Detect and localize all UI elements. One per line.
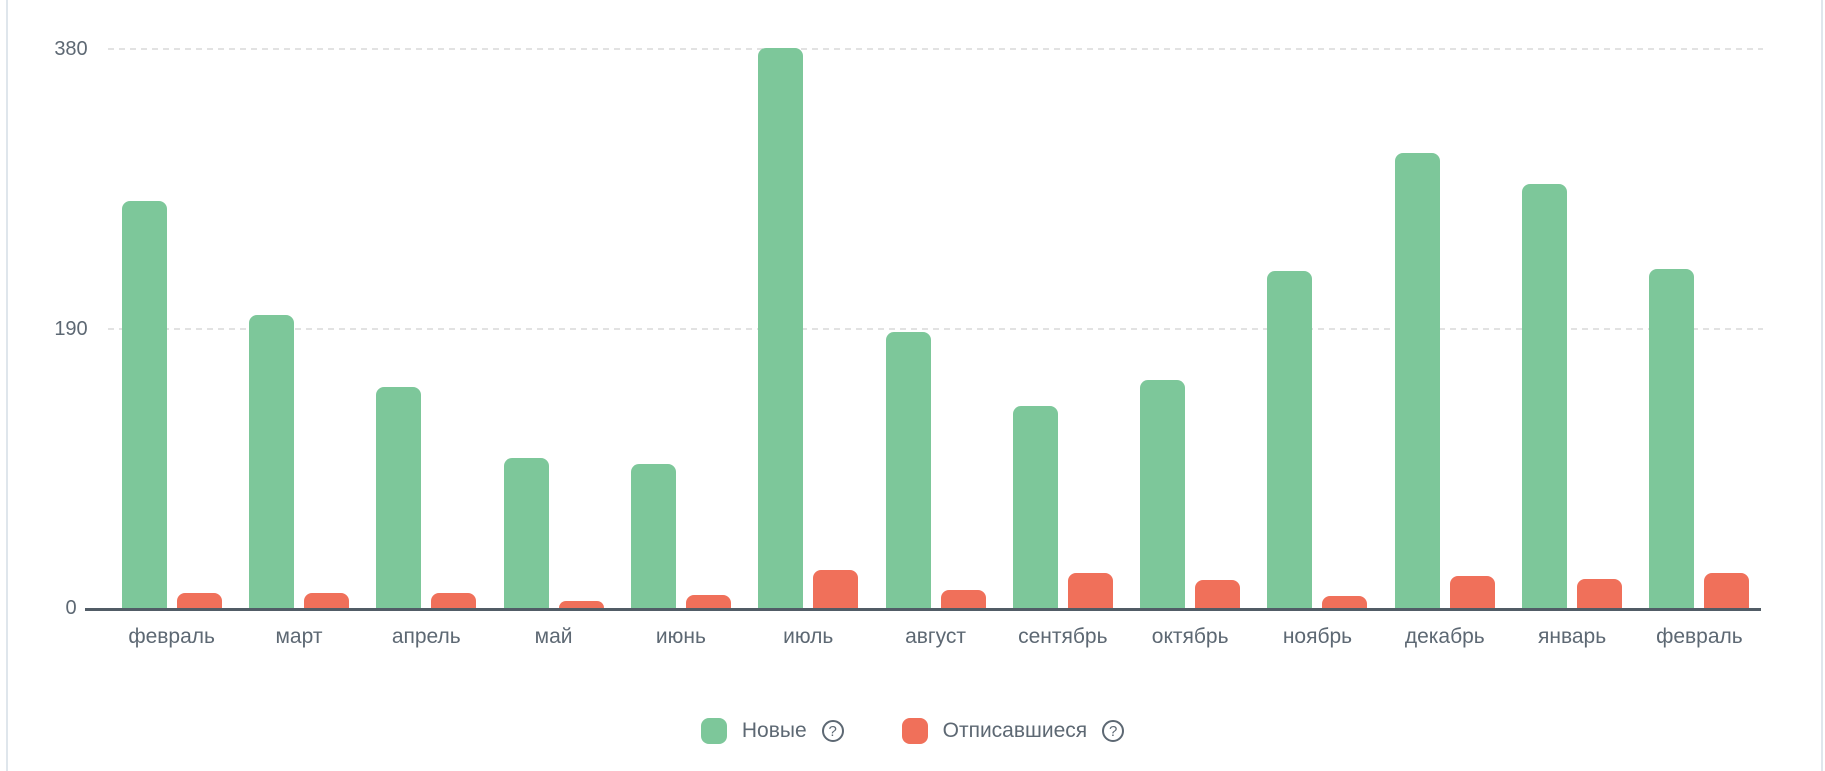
bar-unsubscribed-8[interactable] [1195,580,1241,608]
bar-new-12[interactable] [1649,269,1695,608]
y-axis-tick-0: 0 [65,597,77,619]
x-axis-label-11: январь [1537,625,1607,648]
gridline-380 [108,48,1763,50]
bar-pair [1012,406,1113,608]
x-axis-label-6: август [905,625,966,648]
x-axis-line [85,608,1761,611]
bar-pair [1522,184,1623,608]
bar-new-0[interactable] [121,201,167,608]
bar-group-3 [490,48,617,608]
bar-pair [376,387,477,608]
bar-unsubscribed-5[interactable] [813,570,859,608]
bar-pair [248,315,349,608]
help-icon[interactable]: ? [821,720,844,742]
bar-pair [1394,153,1495,608]
card-right-border [1821,0,1823,771]
bar-new-10[interactable] [1394,153,1440,608]
bar-unsubscribed-1[interactable] [303,593,349,608]
x-axis-labels: февраль март апрель май июнь июль август сентяб… [108,622,1763,652]
bar-new-4[interactable] [630,464,676,608]
bar-pair [1267,271,1368,608]
bar-new-1[interactable] [248,315,294,608]
bar-new-9[interactable] [1267,271,1313,608]
bar-group-12 [1636,48,1763,608]
bar-group-6 [872,48,999,608]
bar-pair [758,48,859,608]
legend-item-unsubscribed[interactable]: Отписавшиеся ? [901,718,1125,744]
bar-group-10 [1381,48,1508,608]
bar-unsubscribed-12[interactable] [1704,573,1750,608]
bar-pair [630,464,731,608]
bar-pair [503,458,604,608]
x-axis-label-0: февраль [128,625,215,648]
bar-pair [885,332,986,608]
bar-group-11 [1508,48,1635,608]
help-icon[interactable]: ? [1102,720,1125,742]
bar-group-5 [745,48,872,608]
legend-label-unsubscribed: Отписавшиеся [942,719,1088,742]
bar-unsubscribed-2[interactable] [431,593,477,608]
x-axis-label-3: май [534,625,573,648]
bar-pair [1140,380,1241,608]
y-axis-tick-380: 380 [54,38,88,60]
bar-new-3[interactable] [503,458,549,608]
bar-unsubscribed-0[interactable] [176,593,222,608]
bar-pair [1649,269,1750,608]
bar-group-9 [1254,48,1381,608]
bar-unsubscribed-7[interactable] [1067,573,1113,608]
x-axis-label-12: февраль [1656,625,1743,648]
bar-unsubscribed-9[interactable] [1322,596,1368,608]
x-axis-label-1: март [275,625,323,648]
bar-group-1 [235,48,362,608]
bar-new-7[interactable] [1012,406,1058,608]
bar-group-8 [1127,48,1254,608]
bar-group-0 [108,48,235,608]
legend: Новые ? Отписавшиеся ? [0,714,1825,748]
bar-pair [121,201,222,608]
bar-unsubscribed-10[interactable] [1449,576,1495,608]
bar-unsubscribed-4[interactable] [685,595,731,608]
bar-group-7 [999,48,1126,608]
bar-new-6[interactable] [885,332,931,608]
bar-unsubscribed-11[interactable] [1577,579,1623,608]
bar-new-2[interactable] [376,387,422,608]
bar-unsubscribed-6[interactable] [940,590,986,608]
x-axis-label-2: апрель [391,625,461,648]
bar-new-5[interactable] [758,48,804,608]
gridline-190 [108,328,1763,330]
legend-label-new: Новые [741,719,807,742]
bar-unsubscribed-3[interactable] [558,601,604,608]
x-axis-label-4: июнь [655,625,706,648]
x-axis-label-10: декабрь [1404,625,1485,648]
y-axis-tick-190: 190 [54,318,88,340]
x-axis-label-9: ноябрь [1282,625,1353,648]
card-left-border [6,0,8,771]
legend-item-new[interactable]: Новые ? [700,718,844,744]
bar-new-8[interactable] [1140,380,1186,608]
x-axis-label-5: июль [783,625,834,648]
legend-swatch-unsubscribed-icon [901,718,928,744]
plot-area [108,48,1763,608]
x-axis-label-7: сентябрь [1018,625,1108,648]
legend-swatch-new-icon [700,718,727,744]
bar-group-2 [363,48,490,608]
x-axis-label-8: октябрь [1151,625,1229,648]
bar-group-4 [617,48,744,608]
bar-new-11[interactable] [1522,184,1568,608]
